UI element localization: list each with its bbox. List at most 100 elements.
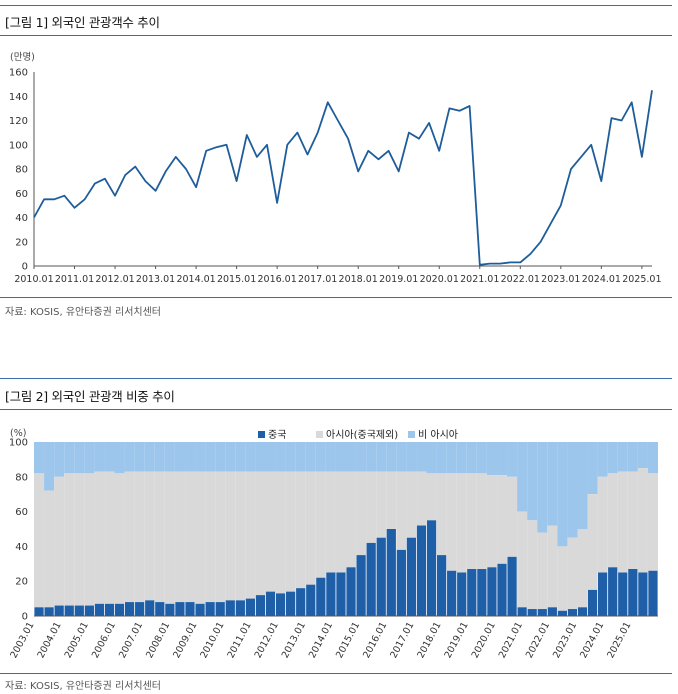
bar-china <box>54 605 64 616</box>
bar-non-asia <box>356 442 367 472</box>
x-tick-label: 2020.01 <box>470 620 498 660</box>
x-tick-label: 2016.01 <box>257 274 296 285</box>
bar-china <box>104 603 115 616</box>
bar-china <box>497 563 507 616</box>
bar-china <box>507 556 517 616</box>
bar-asia-ex-china <box>577 529 588 608</box>
bar-asia-ex-china <box>54 476 65 606</box>
bar-asia-ex-china <box>446 473 457 571</box>
x-tick-label: 2004.01 <box>36 620 64 660</box>
x-tick-label: 2008.01 <box>144 620 172 660</box>
bar-china <box>94 603 105 616</box>
bar-china <box>547 607 557 616</box>
bar-asia-ex-china <box>295 471 306 589</box>
y-tick-label: 60 <box>15 507 28 518</box>
legend-label: 중국 <box>268 429 286 441</box>
bar-non-asia <box>305 442 316 472</box>
bar-asia-ex-china <box>607 473 618 568</box>
x-tick-label: 2016.01 <box>361 620 389 660</box>
legend-label: 아시아(중국제외) <box>326 429 398 441</box>
bar-asia-ex-china <box>174 471 185 603</box>
bar-asia-ex-china <box>466 473 477 570</box>
y-tick-label: 120 <box>9 116 28 127</box>
figure1-bottom-rule <box>0 297 672 298</box>
x-tick-label: 2007.01 <box>117 620 145 660</box>
bar-non-asia <box>587 442 598 495</box>
bar-non-asia <box>295 442 306 472</box>
bar-asia-ex-china <box>406 471 417 538</box>
x-tick-label: 2021.01 <box>497 620 525 660</box>
bar-china <box>396 549 406 616</box>
bar-asia-ex-china <box>114 473 125 604</box>
bar-china <box>638 572 648 616</box>
bar-china <box>457 572 467 616</box>
y-tick-label: 0 <box>22 262 28 273</box>
bar-non-asia <box>84 442 95 474</box>
bar-china <box>155 602 165 616</box>
y-tick-label: 80 <box>15 472 28 483</box>
bar-non-asia <box>466 442 477 474</box>
bar-china <box>215 602 225 616</box>
bar-china <box>537 609 547 616</box>
bar-china <box>64 605 74 616</box>
bar-china <box>386 529 396 616</box>
figure2-title: [그림 2] 외국인 관광객 비중 추이 <box>5 389 175 404</box>
bar-non-asia <box>567 442 578 538</box>
bar-china <box>447 570 457 616</box>
figure2-title-rule <box>0 409 672 410</box>
bar-china <box>517 607 527 616</box>
y-tick-label: 60 <box>15 189 28 200</box>
bar-asia-ex-china <box>265 471 276 592</box>
bar-non-asia <box>456 442 467 474</box>
bar-asia-ex-china <box>456 473 467 573</box>
bar-non-asia <box>285 442 296 472</box>
bar-asia-ex-china <box>557 546 568 611</box>
bar-non-asia <box>426 442 437 474</box>
bar-non-asia <box>557 442 568 547</box>
x-tick-label: 2011.01 <box>226 620 254 660</box>
x-tick-label: 2003.01 <box>8 620 36 660</box>
bar-non-asia <box>627 442 638 472</box>
bar-asia-ex-china <box>476 473 487 570</box>
x-tick-label: 2015.01 <box>217 274 256 285</box>
bar-china <box>34 607 44 616</box>
bar-non-asia <box>144 442 155 472</box>
x-tick-label: 2022.01 <box>501 274 540 285</box>
bar-asia-ex-china <box>637 468 648 573</box>
y-tick-label: 20 <box>15 237 28 248</box>
bar-china <box>235 600 245 616</box>
bar-asia-ex-china <box>315 471 326 578</box>
legend-label: 비 아시아 <box>418 429 458 441</box>
bar-china <box>306 584 316 616</box>
bar-asia-ex-china <box>44 490 55 608</box>
bar-non-asia <box>637 442 648 469</box>
bar-asia-ex-china <box>436 473 447 556</box>
bar-non-asia <box>164 442 175 472</box>
bar-non-asia <box>205 442 216 472</box>
figure1-title: [그림 1] 외국인 관광객수 추이 <box>5 15 160 30</box>
bar-asia-ex-china <box>245 471 256 599</box>
x-tick-label: 2005.01 <box>63 620 91 660</box>
bar-china <box>255 595 266 616</box>
bar-china <box>487 567 497 616</box>
bar-asia-ex-china <box>64 473 75 606</box>
bar-non-asia <box>255 442 266 472</box>
bar-china <box>416 525 427 616</box>
bar-china <box>346 567 356 616</box>
bar-asia-ex-china <box>255 471 266 596</box>
x-tick-label: 2024.01 <box>582 274 621 285</box>
bar-china <box>114 603 125 616</box>
bar-china <box>356 555 366 616</box>
bar-china <box>326 572 336 616</box>
bar-non-asia <box>617 442 628 472</box>
x-tick-label: 2013.01 <box>280 620 308 660</box>
x-tick-label: 2022.01 <box>524 620 552 660</box>
bar-china <box>225 600 235 616</box>
x-tick-label: 2013.01 <box>136 274 175 285</box>
visitor-share-stacked-bar-chart: (%) 중국 아시아(중국제외) 비 아시아0204060801002003.0120… <box>8 428 658 660</box>
bar-china <box>245 598 256 616</box>
bar-china <box>205 602 215 616</box>
bar-china <box>467 569 477 616</box>
bar-asia-ex-china <box>154 471 165 603</box>
bar-china <box>275 593 286 616</box>
